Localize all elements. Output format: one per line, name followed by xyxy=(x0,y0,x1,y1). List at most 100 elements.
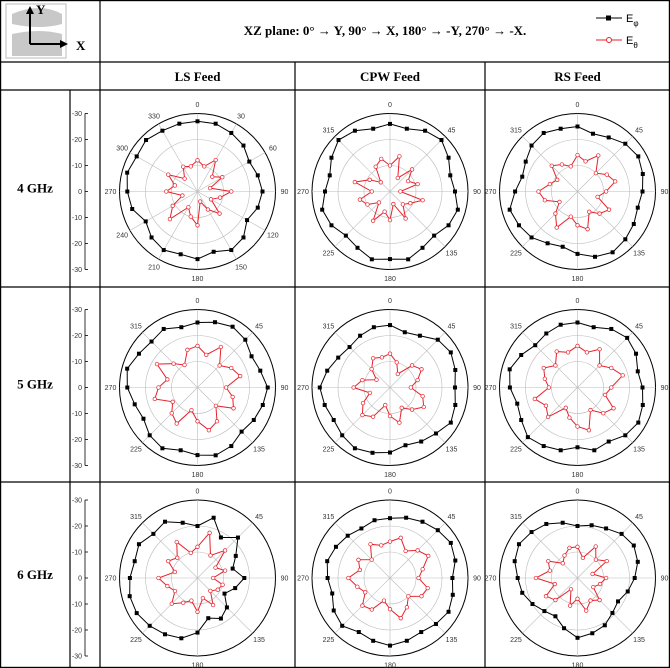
data-point xyxy=(515,576,520,580)
data-point xyxy=(404,605,410,610)
data-point xyxy=(144,138,149,143)
data-point xyxy=(519,418,524,422)
angle-tick-label: 240 xyxy=(116,233,128,240)
data-point xyxy=(453,402,458,407)
data-point xyxy=(435,337,440,342)
data-point xyxy=(543,403,549,408)
data-point xyxy=(575,596,580,601)
data-point xyxy=(567,415,572,420)
data-point xyxy=(520,174,525,179)
data-point xyxy=(258,368,263,373)
data-point xyxy=(378,180,383,185)
data-point xyxy=(356,630,361,635)
data-point xyxy=(372,518,377,523)
data-point xyxy=(189,407,194,413)
data-point xyxy=(208,588,213,594)
data-point xyxy=(336,355,341,360)
data-point xyxy=(575,445,580,450)
data-point xyxy=(421,404,426,410)
data-point xyxy=(610,610,615,615)
data-point xyxy=(395,175,400,181)
data-point xyxy=(223,385,229,390)
icon-x-label: X xyxy=(76,38,86,53)
data-point xyxy=(529,143,534,148)
data-point xyxy=(420,245,425,250)
data-point xyxy=(546,558,551,564)
data-point xyxy=(604,526,609,531)
data-point xyxy=(387,351,393,356)
data-point xyxy=(587,209,592,214)
data-point xyxy=(127,576,132,580)
data-point xyxy=(408,201,413,206)
data-point xyxy=(160,446,165,451)
data-point xyxy=(568,164,573,169)
data-point xyxy=(558,126,563,131)
data-point xyxy=(320,207,325,212)
data-point xyxy=(360,400,366,406)
angle-tick-label: 135 xyxy=(253,637,265,644)
data-point xyxy=(543,594,549,599)
angle-tick-label: 0 xyxy=(388,102,392,109)
data-point xyxy=(567,545,572,551)
legend-subscript: φ xyxy=(633,19,638,28)
angle-tick-label: 225 xyxy=(510,251,522,258)
radial-tick-label: -30 xyxy=(72,463,82,470)
data-point xyxy=(230,324,235,329)
data-point xyxy=(593,557,599,562)
data-point xyxy=(575,524,580,528)
data-point xyxy=(619,531,624,536)
angle-tick-label: 45 xyxy=(635,127,643,134)
data-point xyxy=(606,135,611,140)
data-point xyxy=(409,167,415,172)
angle-tick-label: 90 xyxy=(473,189,481,196)
data-point xyxy=(549,163,554,168)
data-point xyxy=(553,597,558,603)
data-point xyxy=(515,401,520,406)
data-point xyxy=(325,576,330,580)
radial-tick-label: -20 xyxy=(72,628,82,635)
data-point xyxy=(229,248,234,253)
data-point xyxy=(404,638,409,643)
data-point xyxy=(403,443,408,448)
series-line xyxy=(514,522,639,639)
data-point xyxy=(620,373,625,378)
data-point xyxy=(381,598,387,603)
data-point xyxy=(260,189,265,194)
data-point xyxy=(420,394,425,399)
data-point xyxy=(640,402,645,407)
data-point xyxy=(188,550,193,556)
angle-tick-label: 0 xyxy=(388,489,392,496)
data-point xyxy=(189,598,194,603)
data-point xyxy=(198,199,203,204)
row-header: 6 GHz xyxy=(17,567,53,582)
data-point xyxy=(172,183,178,188)
data-point xyxy=(560,561,565,566)
angle-tick-label: 45 xyxy=(448,127,456,134)
data-point xyxy=(563,405,568,410)
data-point xyxy=(635,559,640,564)
data-point xyxy=(181,600,186,605)
data-point xyxy=(210,174,215,179)
data-point xyxy=(606,207,612,212)
data-point xyxy=(360,603,365,608)
data-point xyxy=(636,154,641,159)
data-point xyxy=(545,414,551,420)
angle-tick-label: 0 xyxy=(576,102,580,109)
data-point xyxy=(238,373,243,379)
data-point xyxy=(403,216,408,221)
angle-tick-label: 180 xyxy=(384,663,396,668)
data-point xyxy=(597,597,602,603)
angle-tick-label: 45 xyxy=(635,323,643,330)
data-point xyxy=(507,385,512,390)
data-point xyxy=(557,199,562,205)
data-point xyxy=(575,251,580,256)
data-point xyxy=(562,626,567,631)
legend-label: Eφ xyxy=(626,13,639,28)
data-point xyxy=(580,555,586,561)
angle-tick-label: 0 xyxy=(576,298,580,305)
grid-spoke xyxy=(577,522,633,579)
data-point xyxy=(327,173,332,178)
column-header: LS Feed xyxy=(175,69,222,84)
data-point xyxy=(525,435,530,440)
row-header: 4 GHz xyxy=(17,181,53,196)
